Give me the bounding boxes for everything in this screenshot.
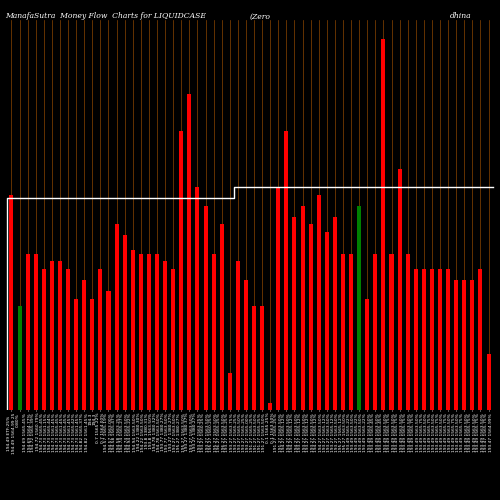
- Bar: [438, 269, 442, 410]
- Bar: [66, 269, 70, 410]
- Bar: [155, 254, 159, 410]
- Bar: [325, 232, 329, 410]
- Bar: [18, 306, 21, 410]
- Bar: [365, 298, 370, 410]
- Bar: [478, 269, 482, 410]
- Bar: [349, 254, 353, 410]
- Bar: [244, 280, 248, 410]
- Bar: [220, 224, 224, 410]
- Bar: [276, 187, 280, 410]
- Bar: [422, 269, 426, 410]
- Bar: [106, 291, 110, 410]
- Bar: [58, 262, 62, 410]
- Bar: [406, 254, 409, 410]
- Bar: [204, 206, 208, 410]
- Bar: [188, 94, 192, 410]
- Bar: [171, 269, 175, 410]
- Bar: [114, 224, 118, 410]
- Text: dhina: dhina: [450, 12, 471, 20]
- Bar: [228, 373, 232, 410]
- Bar: [74, 298, 78, 410]
- Bar: [34, 254, 38, 410]
- Bar: [333, 217, 337, 410]
- Bar: [42, 269, 46, 410]
- Bar: [26, 254, 30, 410]
- Bar: [122, 236, 126, 410]
- Bar: [284, 132, 288, 410]
- Bar: [163, 262, 167, 410]
- Bar: [212, 254, 216, 410]
- Bar: [260, 306, 264, 410]
- Bar: [414, 269, 418, 410]
- Bar: [139, 254, 143, 410]
- Bar: [10, 194, 14, 410]
- Bar: [268, 402, 272, 410]
- Bar: [300, 206, 304, 410]
- Bar: [446, 269, 450, 410]
- Bar: [430, 269, 434, 410]
- Bar: [486, 354, 490, 410]
- Bar: [341, 254, 345, 410]
- Bar: [382, 38, 386, 410]
- Bar: [462, 280, 466, 410]
- Bar: [308, 224, 312, 410]
- Bar: [179, 132, 184, 410]
- Bar: [252, 306, 256, 410]
- Bar: [357, 206, 361, 410]
- Bar: [454, 280, 458, 410]
- Bar: [82, 280, 86, 410]
- Text: (Zero: (Zero: [250, 12, 271, 20]
- Bar: [398, 168, 402, 410]
- Bar: [236, 262, 240, 410]
- Bar: [50, 262, 54, 410]
- Bar: [374, 254, 378, 410]
- Bar: [470, 280, 474, 410]
- Bar: [292, 217, 296, 410]
- Bar: [98, 269, 102, 410]
- Bar: [130, 250, 135, 410]
- Bar: [316, 194, 321, 410]
- Bar: [196, 187, 200, 410]
- Text: ManafaSutra  Money Flow  Charts for LIQUIDCASE: ManafaSutra Money Flow Charts for LIQUID…: [5, 12, 206, 20]
- Bar: [90, 298, 94, 410]
- Bar: [390, 254, 394, 410]
- Bar: [147, 254, 151, 410]
